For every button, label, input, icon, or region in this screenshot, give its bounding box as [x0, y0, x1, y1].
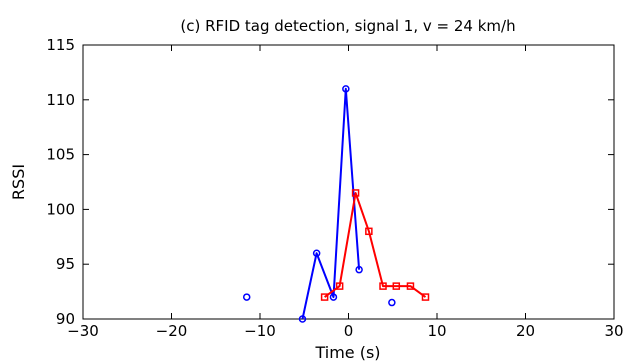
data-point-square: [379, 282, 387, 290]
y-tick-label: 115: [46, 36, 75, 54]
plot-frame: [82, 44, 615, 320]
data-point-square: [320, 293, 329, 301]
data-point-circle: [388, 298, 396, 307]
y-tick-label: 100: [46, 200, 75, 218]
y-tick-label: 105: [46, 146, 75, 164]
y-axis-label: RSSI: [9, 164, 28, 200]
series-group: [320, 189, 430, 301]
x-tick-label: −30: [67, 322, 99, 340]
data-point-circle: [355, 265, 363, 274]
data-point-square: [406, 282, 415, 290]
data-point-square: [421, 293, 430, 301]
chart-title: (c) RFID tag detection, signal 1, v = 24…: [180, 17, 515, 35]
x-axis-label: Time (s): [314, 343, 380, 362]
data-point-circle: [298, 315, 307, 323]
series-line: [301, 87, 361, 320]
data-point-circle: [242, 293, 251, 301]
data-point-square: [335, 282, 344, 290]
data-point-square: [351, 189, 360, 197]
data-point-circle: [342, 85, 350, 93]
x-tick-label: 20: [516, 322, 535, 340]
y-tick-label: 90: [56, 310, 75, 328]
data-point-square: [392, 282, 401, 290]
data-point-circle: [312, 249, 321, 257]
data-point-circle: [329, 293, 338, 301]
series-group: [242, 85, 396, 323]
series-layer: [242, 85, 430, 323]
x-tick-label: −10: [244, 322, 276, 340]
x-tick-label: 0: [344, 322, 354, 340]
y-tick-label: 95: [56, 255, 75, 273]
x-tick-label: −20: [156, 322, 188, 340]
data-point-square: [365, 227, 373, 236]
ticks-layer: −30 −20 −10 0 10 20 30 90 95 100 105 110 115: [46, 36, 623, 340]
y-tick-label: 110: [46, 91, 75, 109]
x-tick-label: 30: [604, 322, 623, 340]
x-tick-label: 10: [427, 322, 446, 340]
